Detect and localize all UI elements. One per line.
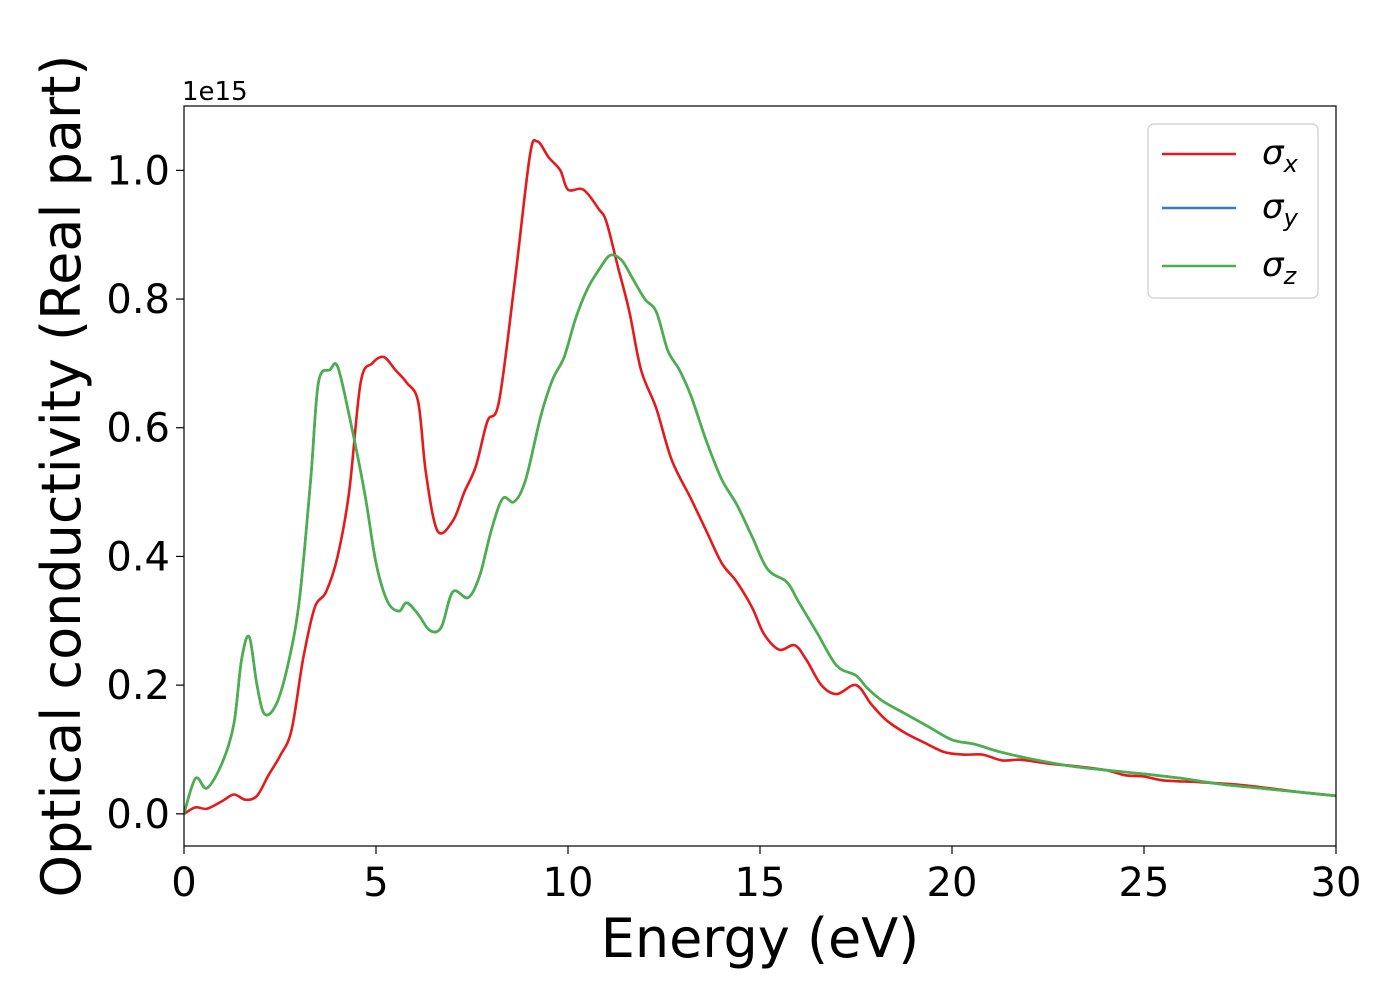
legend-box <box>1147 123 1319 299</box>
y-tick-label: 1.0 <box>106 148 170 194</box>
y-tick-label: 0.4 <box>106 534 170 580</box>
x-tick-label: 15 <box>735 860 786 906</box>
x-axis: 0 5 10 15 20 25 30 <box>171 846 1361 906</box>
y-axis: 0.0 0.2 0.4 0.6 0.8 1.0 <box>106 148 184 838</box>
series-line-sigma-y <box>184 253 1336 815</box>
y-tick-label: 0.6 <box>106 406 170 452</box>
x-tick-label: 30 <box>1311 860 1362 906</box>
series-layer <box>184 138 1336 815</box>
y-axis-title: Optical conductivity (Real part) <box>30 55 93 898</box>
x-tick-label: 0 <box>171 860 196 906</box>
x-tick-label: 5 <box>363 860 388 906</box>
series-line-sigma-x <box>184 138 1336 815</box>
x-axis-title: Energy (eV) <box>601 907 920 970</box>
x-tick-label: 20 <box>927 860 978 906</box>
x-tick-label: 10 <box>543 860 594 906</box>
y-tick-label: 0.2 <box>106 663 170 709</box>
series-line-sigma-z <box>184 253 1336 815</box>
y-tick-label: 0.0 <box>106 792 170 838</box>
y-offset-label: 1e15 <box>182 77 248 107</box>
y-tick-label: 0.8 <box>106 277 170 323</box>
x-tick-label: 25 <box>1119 860 1170 906</box>
